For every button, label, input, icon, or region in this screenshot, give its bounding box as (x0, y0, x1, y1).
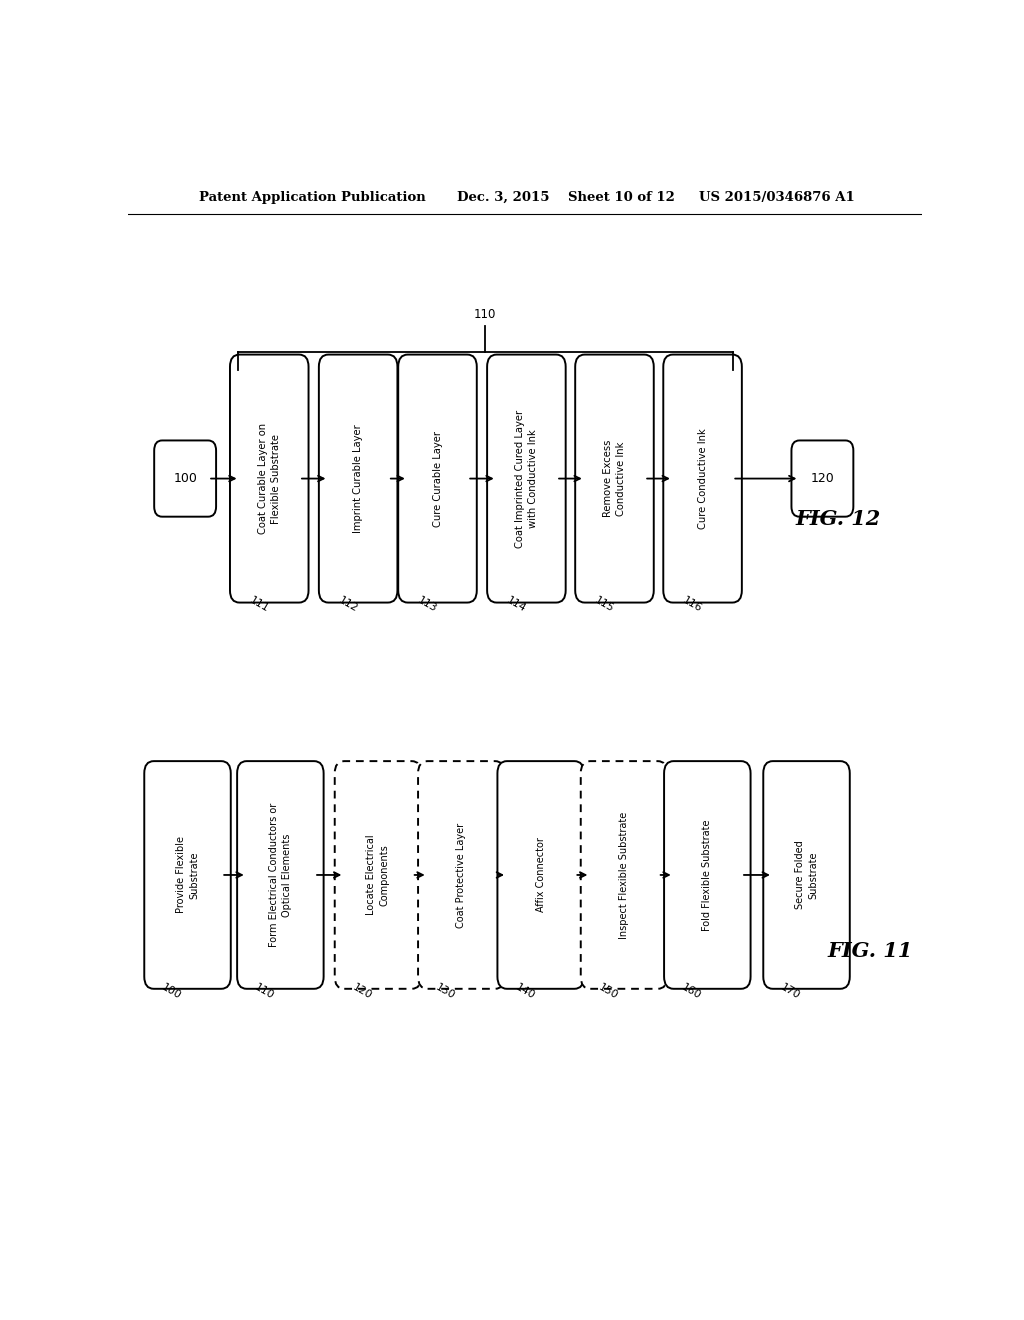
Text: Cure Conductive Ink: Cure Conductive Ink (697, 428, 708, 529)
Text: Cure Curable Layer: Cure Curable Layer (432, 430, 442, 527)
Text: 170: 170 (779, 982, 802, 1001)
Text: Form Electrical Conductors or
Optical Elements: Form Electrical Conductors or Optical El… (268, 803, 292, 946)
Text: 120: 120 (811, 473, 835, 484)
Text: Imprint Curable Layer: Imprint Curable Layer (353, 424, 364, 533)
Text: 160: 160 (680, 982, 702, 1001)
Text: 113: 113 (416, 595, 438, 614)
Text: Remove Excess
Conductive Ink: Remove Excess Conductive Ink (603, 440, 626, 517)
Text: Patent Application Publication: Patent Application Publication (200, 190, 426, 203)
FancyBboxPatch shape (318, 355, 397, 602)
Text: Dec. 3, 2015: Dec. 3, 2015 (458, 190, 550, 203)
Text: 100: 100 (173, 473, 197, 484)
Text: FIG. 11: FIG. 11 (827, 941, 912, 961)
FancyBboxPatch shape (418, 762, 505, 989)
Text: Affix Connector: Affix Connector (536, 837, 546, 912)
Text: 100: 100 (160, 982, 183, 1001)
Text: 140: 140 (513, 982, 537, 1001)
FancyBboxPatch shape (498, 762, 584, 989)
Text: Inspect Flexible Substrate: Inspect Flexible Substrate (618, 812, 629, 939)
FancyBboxPatch shape (144, 762, 230, 989)
Text: 130: 130 (434, 982, 457, 1001)
Text: US 2015/0346876 A1: US 2015/0346876 A1 (699, 190, 855, 203)
FancyBboxPatch shape (763, 762, 850, 989)
Text: Provide Flexible
Substrate: Provide Flexible Substrate (176, 837, 199, 913)
Text: Secure Folded
Substrate: Secure Folded Substrate (795, 841, 818, 909)
Text: Coat Curable Layer on
Flexible Substrate: Coat Curable Layer on Flexible Substrate (258, 422, 281, 535)
FancyBboxPatch shape (230, 355, 308, 602)
Text: 110: 110 (253, 982, 275, 1001)
FancyBboxPatch shape (792, 441, 853, 516)
FancyBboxPatch shape (238, 762, 324, 989)
Text: 114: 114 (505, 595, 527, 614)
FancyBboxPatch shape (581, 762, 668, 989)
Text: Locate Electrical
Components: Locate Electrical Components (367, 834, 389, 915)
FancyBboxPatch shape (335, 762, 421, 989)
FancyBboxPatch shape (575, 355, 653, 602)
FancyBboxPatch shape (155, 441, 216, 516)
Text: 112: 112 (336, 595, 359, 614)
Text: 111: 111 (248, 595, 270, 614)
FancyBboxPatch shape (664, 355, 741, 602)
Text: 120: 120 (350, 982, 374, 1001)
Text: Coat Protective Layer: Coat Protective Layer (457, 822, 466, 928)
Text: Coat Imprinted Cured Layer
with Conductive Ink: Coat Imprinted Cured Layer with Conducti… (515, 409, 538, 548)
Text: 110: 110 (474, 308, 497, 321)
Text: 150: 150 (597, 982, 620, 1001)
Text: Sheet 10 of 12: Sheet 10 of 12 (568, 190, 675, 203)
FancyBboxPatch shape (398, 355, 477, 602)
Text: 116: 116 (681, 595, 703, 614)
Text: 115: 115 (593, 595, 615, 614)
FancyBboxPatch shape (487, 355, 565, 602)
Text: Fold Flexible Substrate: Fold Flexible Substrate (702, 820, 713, 931)
Text: FIG. 12: FIG. 12 (796, 510, 881, 529)
FancyBboxPatch shape (665, 762, 751, 989)
